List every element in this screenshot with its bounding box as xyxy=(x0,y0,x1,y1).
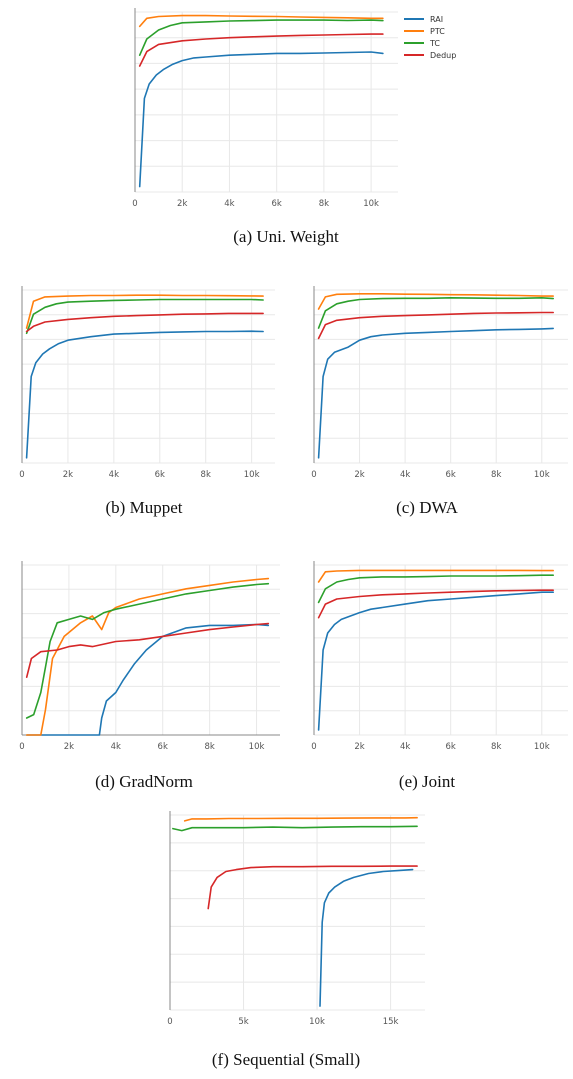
series-line-tc-muppet xyxy=(25,298,264,335)
legend-item-tc: TC xyxy=(404,37,456,49)
legend-label-dedup: Dedup xyxy=(430,50,457,60)
x-tick-label: 0 xyxy=(311,470,316,480)
series-line-rai-gradnorm xyxy=(25,623,270,736)
series-line-tc-sequential-small xyxy=(172,825,418,832)
x-tick-label: 8k xyxy=(204,742,214,752)
legend-label-ptc: PTC xyxy=(430,26,445,36)
series-line-rai-uni-weight xyxy=(138,51,384,188)
x-tick-label: 6k xyxy=(445,470,455,480)
x-tick-label: 10k xyxy=(534,470,550,480)
uni-weight-chart: 0 2k 4k 6k 8k 10k xyxy=(132,8,398,209)
series-line-dedup-joint xyxy=(317,589,555,619)
series-line-tc-uni-weight xyxy=(138,19,384,57)
series-line-ptc-uni-weight xyxy=(138,14,384,28)
series-line-dedup-gradnorm xyxy=(25,622,270,679)
x-tick-label: 10k xyxy=(244,470,260,480)
series-line-tc-dwa xyxy=(317,296,555,329)
series-line-ptc-gradnorm xyxy=(25,577,270,736)
x-tick-label: 2k xyxy=(177,199,187,209)
series-line-dedup-sequential-small xyxy=(207,865,418,910)
legend: RAI PTC TC Dedup xyxy=(404,13,456,61)
legend-item-ptc: PTC xyxy=(404,25,456,37)
series-line-rai-joint xyxy=(317,591,555,731)
series-line-dedup-muppet xyxy=(25,312,264,333)
x-tick-label: 0 xyxy=(19,742,24,752)
legend-label-rai: RAI xyxy=(430,14,444,24)
x-tick-label: 10k xyxy=(534,742,550,752)
series-line-rai-muppet xyxy=(25,330,264,459)
series-line-ptc-muppet xyxy=(25,294,264,329)
series-line-rai-sequential-small xyxy=(319,868,414,1007)
caption-joint: (e) Joint xyxy=(398,772,456,791)
x-tick-label: 4k xyxy=(400,742,410,752)
x-tick-label: 4k xyxy=(400,470,410,480)
series-line-ptc-dwa xyxy=(317,292,555,310)
legend-swatch-rai xyxy=(404,18,424,20)
legend-swatch-ptc xyxy=(404,30,424,32)
series-line-ptc-sequential-small xyxy=(183,816,418,822)
x-tick-label: 15k xyxy=(383,1017,399,1027)
series-line-rai-dwa xyxy=(317,327,555,459)
legend-swatch-dedup xyxy=(404,54,424,56)
series-line-tc-joint xyxy=(317,574,555,604)
x-tick-label: 6k xyxy=(271,199,281,209)
caption-uni-weight: (a) Uni. Weight xyxy=(233,227,339,246)
series-line-tc-gradnorm xyxy=(25,582,270,719)
legend-label-tc: TC xyxy=(430,38,441,48)
caption-sequential-small: (f) Sequential (Small) xyxy=(211,1050,361,1069)
x-tick-label: 6k xyxy=(155,470,165,480)
caption-gradnorm: (d) GradNorm xyxy=(95,772,193,791)
x-tick-label: 8k xyxy=(491,742,501,752)
x-tick-label: 6k xyxy=(445,742,455,752)
x-tick-label: 5k xyxy=(238,1017,248,1027)
x-tick-label: 10k xyxy=(363,199,379,209)
legend-item-dedup: Dedup xyxy=(404,49,456,61)
x-tick-label: 8k xyxy=(319,199,329,209)
x-tick-label: 0 xyxy=(132,199,137,209)
series-line-ptc-joint xyxy=(317,569,555,583)
legend-swatch-tc xyxy=(404,42,424,44)
caption-muppet: (b) Muppet xyxy=(105,498,183,517)
x-tick-label: 0 xyxy=(19,470,24,480)
x-tick-label: 10k xyxy=(309,1017,325,1027)
x-tick-label: 2k xyxy=(64,742,74,752)
caption-dwa: (c) DWA xyxy=(396,498,458,517)
x-tick-label: 8k xyxy=(201,470,211,480)
x-tick-label: 0 xyxy=(311,742,316,752)
x-tick-label: 2k xyxy=(354,470,364,480)
series-line-dedup-uni-weight xyxy=(138,33,384,67)
x-tick-label: 8k xyxy=(491,470,501,480)
legend-item-rai: RAI xyxy=(404,13,456,25)
x-tick-label: 6k xyxy=(158,742,168,752)
x-tick-label: 0 xyxy=(167,1017,172,1027)
x-tick-label: 2k xyxy=(63,470,73,480)
series-line-dedup-dwa xyxy=(317,311,555,340)
chart-panel-uni-weight: 0 2k 4k 6k 8k 10k RAI PTC TC Dedup (a) Uni. W… xyxy=(0,0,573,250)
x-tick-label: 4k xyxy=(109,470,119,480)
x-tick-label: 2k xyxy=(354,742,364,752)
x-tick-label: 4k xyxy=(224,199,234,209)
x-tick-label: 4k xyxy=(111,742,121,752)
x-tick-label: 10k xyxy=(249,742,265,752)
